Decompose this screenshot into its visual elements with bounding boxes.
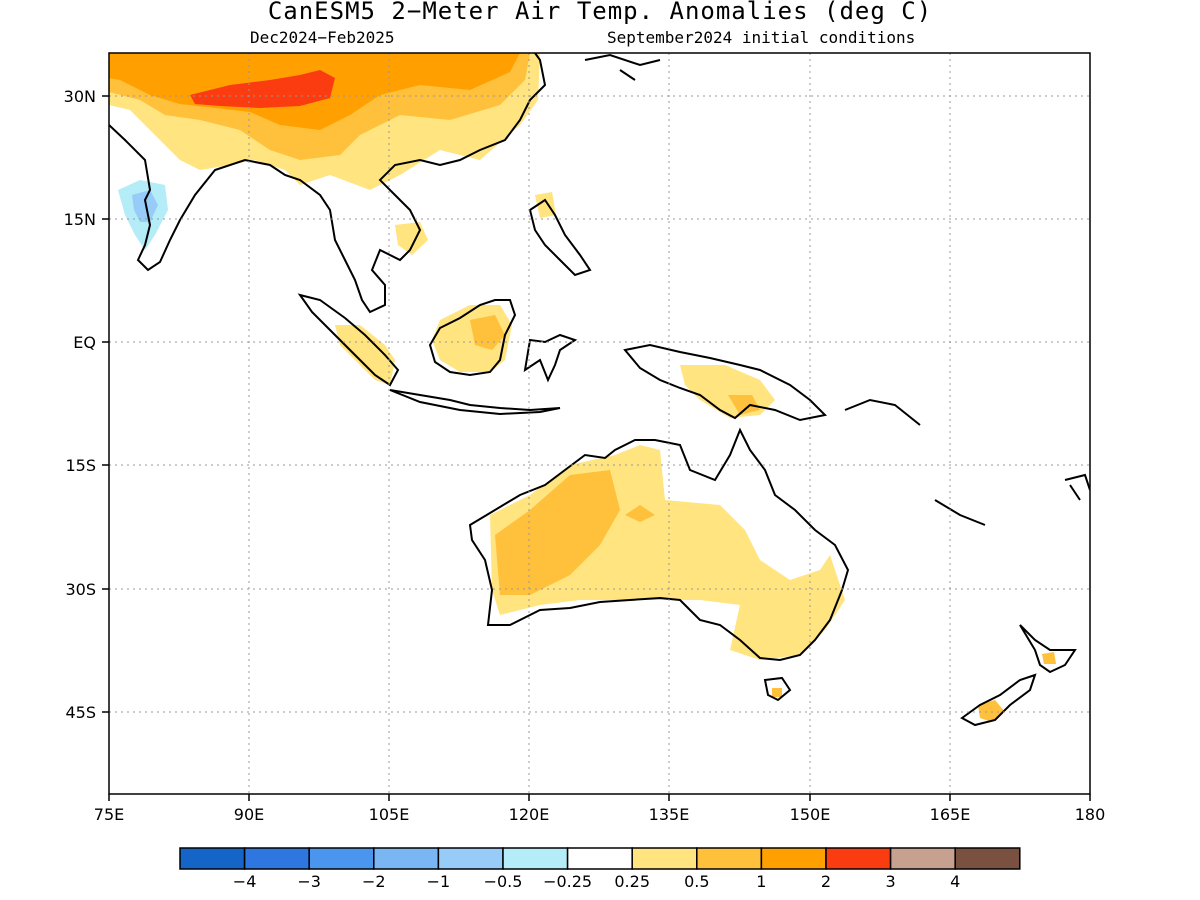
lat-label: 30N [64, 87, 96, 106]
colorbar-label: 2 [821, 872, 831, 891]
borneo-coastline [428, 299, 517, 377]
colorbar: −4 −3 −2 −1 −0.5 −0.25 0.25 0.5 1 2 3 4 [179, 847, 1021, 891]
lat-label: EQ [73, 333, 96, 352]
tasmania-warm-patch [772, 688, 782, 697]
colorbar-swatch [502, 847, 569, 870]
new-zealand-north-coastline [1019, 624, 1077, 674]
nz-north-warm-patch [1042, 652, 1056, 664]
colorbar-swatch [696, 847, 763, 870]
colorbar-swatch [437, 847, 504, 870]
latitude-labels: 30N 15N EQ 15S 30S 45S [64, 87, 96, 722]
colorbar-label: −4 [233, 872, 257, 891]
colorbar-label: 4 [950, 872, 960, 891]
season-label: Dec2024−Feb2025 [250, 28, 395, 47]
anomaly-shading [109, 53, 1056, 722]
initial-conditions-label: September2024 initial conditions [607, 28, 916, 47]
colorbar-swatch [373, 847, 440, 870]
philippines-warm-patch [535, 192, 556, 218]
lon-label: 105E [369, 805, 410, 824]
lat-label: 15S [65, 456, 96, 475]
australia-moderate-region [495, 470, 620, 595]
new-guinea-moderate-region [728, 395, 760, 415]
india-colder-region [132, 190, 158, 222]
colorbar-swatch [308, 847, 375, 870]
lon-label: 75E [94, 805, 124, 824]
australia-coastline [468, 427, 850, 662]
philippines-coastline [528, 198, 592, 277]
colorbar-swatch [243, 847, 310, 870]
graticule [109, 53, 1090, 794]
map-title: CanESM5 2−Meter Air Temp. Anomalies (deg… [267, 0, 933, 25]
lon-label: 90E [234, 805, 264, 824]
java-coastline [389, 389, 561, 416]
colorbar-swatch [889, 847, 956, 870]
sumatra-warm-region [335, 325, 395, 385]
colorbar-label: 0.25 [614, 872, 650, 891]
coastlines [109, 53, 1090, 727]
new-guinea-warm-region [680, 365, 775, 418]
japan-coastline [584, 53, 661, 81]
colorbar-swatch [760, 847, 827, 870]
lon-label: 165E [930, 805, 971, 824]
axis-ticks [102, 95, 1091, 801]
lat-label: 45S [65, 703, 96, 722]
colorbar-label: −0.5 [484, 872, 523, 891]
plot-frame [108, 52, 1091, 795]
colorbar-label: 1 [756, 872, 766, 891]
indochina-warm-patch [395, 222, 428, 255]
colorbar-swatch [954, 847, 1021, 870]
sulawesi-coastline [523, 333, 578, 383]
australia-central-spot [625, 505, 655, 522]
new-zealand-south-coastline [960, 673, 1037, 727]
sumatra-coastline [297, 293, 400, 387]
tibet-hot-region [190, 70, 335, 108]
colorbar-label: −2 [362, 872, 386, 891]
colorbar-swatch [566, 847, 633, 870]
colorbar-label: 0.5 [684, 872, 709, 891]
colorbar-label: −3 [297, 872, 321, 891]
lon-label: 135E [649, 805, 690, 824]
colorbar-label: −1 [427, 872, 451, 891]
lon-label: 120E [509, 805, 550, 824]
lat-label: 30S [65, 580, 96, 599]
colorbar-label: −0.25 [543, 872, 592, 891]
colorbar-swatch [825, 847, 892, 870]
longitude-labels: 75E 90E 105E 120E 135E 150E 165E 180 [94, 805, 1106, 824]
borneo-moderate-region [470, 315, 505, 350]
tasmania-coastline [763, 676, 792, 702]
lat-label: 15N [64, 210, 96, 229]
colorbar-label: 3 [886, 872, 896, 891]
new-guinea-coastline [623, 343, 828, 422]
colorbar-swatch [631, 847, 698, 870]
lon-label: 150E [790, 805, 831, 824]
lon-label: 180 [1075, 805, 1106, 824]
colorbar-swatch [179, 847, 246, 870]
pacific-islands-coastline [844, 398, 1090, 526]
asia-coastline [109, 53, 547, 314]
